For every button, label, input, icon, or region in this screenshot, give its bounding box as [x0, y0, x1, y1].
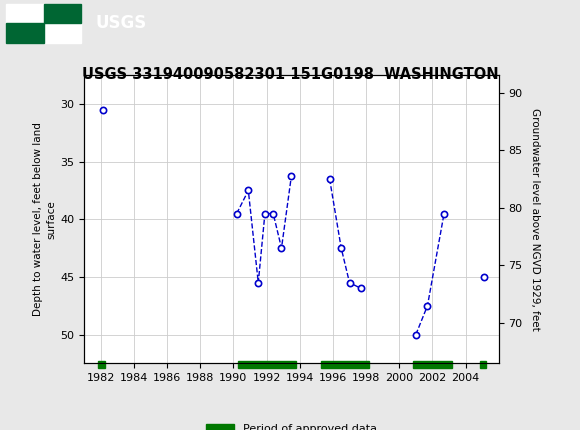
Text: USGS 331940090582301 151G0198  WASHINGTON: USGS 331940090582301 151G0198 WASHINGTON — [82, 67, 498, 82]
Bar — [238, 362, 296, 368]
Legend: Period of approved data: Period of approved data — [202, 419, 381, 430]
Y-axis label: Groundwater level above NGVD 1929, feet: Groundwater level above NGVD 1929, feet — [530, 108, 539, 331]
Bar — [412, 362, 452, 368]
Text: USGS: USGS — [96, 14, 147, 32]
Bar — [44, 4, 81, 23]
Bar — [98, 362, 105, 368]
Bar — [6, 4, 81, 43]
Bar — [6, 23, 44, 43]
Y-axis label: Depth to water level, feet below land
surface: Depth to water level, feet below land su… — [33, 123, 56, 316]
Bar — [321, 362, 369, 368]
Bar — [480, 362, 487, 368]
